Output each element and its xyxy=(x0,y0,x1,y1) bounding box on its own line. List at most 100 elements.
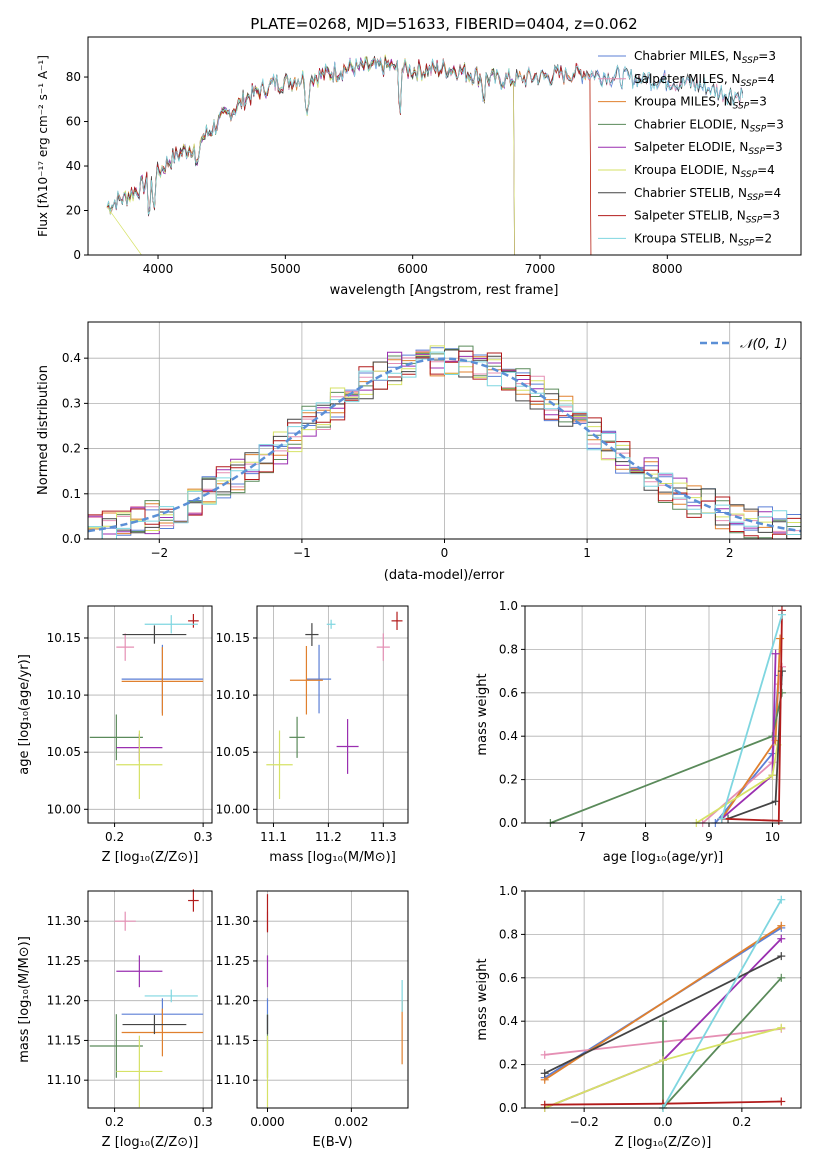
age_vs_mass-tick-label-x: 11.2 xyxy=(315,830,342,844)
mass_vs_Z-tick-label-x: 0.2 xyxy=(105,1115,124,1129)
weight_vs_age-tick-label-y: 0.2 xyxy=(499,773,518,787)
legend-label-chabrier_stelib: Chabrier STELIB, NSSP=4 xyxy=(634,186,781,203)
hist-tick-label-x: 2 xyxy=(726,546,734,560)
weight_vs_Z-xlabel: Z [log₁₀(Z/Z⊙)] xyxy=(615,1135,712,1150)
legend-label-chabrier_miles: Chabrier MILES, NSSP=3 xyxy=(634,49,776,66)
legend-label-chabrier_elodie: Chabrier ELODIE, NSSP=3 xyxy=(634,117,784,134)
weight_vs_age-tick-label-y: 0.4 xyxy=(499,729,518,743)
spectrum-tick-label-x: 6000 xyxy=(397,262,428,276)
weight_vs_Z-tick-label-x: 0.0 xyxy=(653,1115,672,1129)
weight_vs_age-tick-label-y: 1.0 xyxy=(499,599,518,613)
weight_vs_Z-tick-label-y: 1.0 xyxy=(499,884,518,898)
mass_vs_Z-tick-label-y: 11.20 xyxy=(47,994,81,1008)
mass_vs_ebv-tick-label-y: 11.20 xyxy=(216,994,250,1008)
spectrum-tick-label-x: 5000 xyxy=(270,262,301,276)
hist-tick-label-x: −2 xyxy=(150,546,168,560)
hist-tick-label-y: 0.3 xyxy=(62,396,81,410)
legend-label-salpeter_stelib: Salpeter STELIB, NSSP=3 xyxy=(634,209,780,226)
spectrum-title: PLATE=0268, MJD=51633, FIBERID=0404, z=0… xyxy=(250,15,637,33)
weight_vs_age-tick-label-x: 9 xyxy=(705,830,713,844)
weight_vs_Z-tick-label-y: 0.0 xyxy=(499,1101,518,1115)
age_vs_Z-tick-label-x: 0.3 xyxy=(194,830,213,844)
mass_vs_ebv-xlabel: E(B-V) xyxy=(312,1135,352,1150)
spectrum-tick-label-y: 60 xyxy=(66,115,81,129)
panel-weight_vs_age: 7 8 9 10 0.0 0.2 0.4 0.6 0.8 1.0 age [log₁₀(age/yr… xyxy=(475,599,802,865)
mass_vs_Z-ylabel: mass [log₁₀(M/M⊙)] xyxy=(17,936,32,1063)
age_vs_Z-tick-label-y: 10.10 xyxy=(47,688,81,702)
age_vs_Z-ylabel: age [log₁₀(age/yr)] xyxy=(17,654,32,775)
spectrum-tick-label-y: 80 xyxy=(66,70,81,84)
weight-line-kroupa_stelib xyxy=(662,899,783,1109)
weight_vs_age-ylabel: mass weight xyxy=(475,673,490,755)
weight-line-chabrier_stelib xyxy=(544,955,782,1075)
hist-tick-label-x: 1 xyxy=(583,546,591,560)
legend-label-salpeter_elodie: Salpeter ELODIE, NSSP=3 xyxy=(634,140,783,157)
age_vs_Z-tick-label-x: 0.2 xyxy=(105,830,124,844)
weight_vs_age-tick-label-y: 0.6 xyxy=(499,686,518,700)
hist-tick-label-y: 0.1 xyxy=(62,487,81,501)
spectrum-tick-label-x: 4000 xyxy=(143,262,174,276)
age_vs_Z-tick-label-y: 10.05 xyxy=(47,745,81,759)
hist-tick-label-y: 0.0 xyxy=(62,532,81,546)
spectrum-frame xyxy=(87,36,802,256)
hist-step-chabrier_stelib xyxy=(88,349,801,540)
age_vs_Z-tick-label-y: 10.00 xyxy=(47,802,81,816)
weight_vs_age-frame xyxy=(524,605,802,824)
weight_vs_Z-tick-label-y: 0.4 xyxy=(499,1014,518,1028)
residual-xlabel: (data-model)/error xyxy=(384,568,505,583)
mass_vs_Z-tick-label-y: 11.10 xyxy=(47,1073,81,1087)
spectrum-tick-label-x: 7000 xyxy=(525,262,556,276)
residual-ylabel: Normed distribution xyxy=(36,365,51,495)
mass_vs_ebv-tick-label-y: 11.10 xyxy=(216,1073,250,1087)
hist-tick-label-y: 0.2 xyxy=(62,442,81,456)
age_vs_mass-tick-label-y: 10.10 xyxy=(216,688,250,702)
mass_vs_ebv-tick-label-y: 11.30 xyxy=(216,914,250,928)
hist-tick-label-y: 0.4 xyxy=(62,351,81,365)
age_vs_mass-tick-label-y: 10.05 xyxy=(216,745,250,759)
weight_vs_age-tick-label-x: 7 xyxy=(578,830,586,844)
weight_vs_Z-frame xyxy=(524,890,802,1109)
weight_vs_age-xlabel: age [log₁₀(age/yr)] xyxy=(603,850,724,865)
weight_vs_Z-tick-label-y: 0.8 xyxy=(499,927,518,941)
weight-line-chabrier_elodie xyxy=(550,692,783,824)
panel-age_vs_Z: 0.2 0.3 10.00 10.05 10.10 10.15 Z [log₁₀(Z/Z⊙)… xyxy=(17,605,213,865)
legend-label-salpeter_miles: Salpeter MILES, NSSP=4 xyxy=(634,72,775,89)
spectrum-line-kroupa_elodie xyxy=(106,54,515,255)
spectrum-line-kroupa_stelib xyxy=(106,56,744,215)
hist-step-kroupa_stelib xyxy=(88,351,801,540)
spectrum-tick-label-x: 8000 xyxy=(652,262,683,276)
age_vs_Z-frame xyxy=(87,605,213,824)
age_vs_Z-tick-label-y: 10.15 xyxy=(47,631,81,645)
weight_vs_age-tick-label-y: 0.8 xyxy=(499,642,518,656)
weight_vs_Z-tick-label-x: −0.2 xyxy=(570,1115,599,1129)
mass_vs_ebv-tick-label-y: 11.15 xyxy=(216,1033,250,1047)
mass_vs_Z-frame xyxy=(87,890,213,1109)
legend-label-kroupa_elodie: Kroupa ELODIE, NSSP=4 xyxy=(634,163,775,180)
weight-line-salpeter_miles xyxy=(702,666,783,824)
weight_vs_Z-ylabel: mass weight xyxy=(475,958,490,1040)
panel-age_vs_mass: 11.1 11.2 11.3 10.00 10.05 10.10 10.15 mass [lo… xyxy=(216,605,409,865)
panel-mass_vs_Z: 0.2 0.3 11.10 11.15 11.20 11.25 11.30 Z [log₁₀(… xyxy=(17,889,213,1150)
hist-tick-label-x: −1 xyxy=(293,546,311,560)
age_vs_mass-tick-label-y: 10.00 xyxy=(216,802,250,816)
age_vs_mass-xlabel: mass [log₁₀(M/M⊙)] xyxy=(269,850,396,865)
spectrum-xlabel: wavelength [Angstrom, rest frame] xyxy=(330,283,559,298)
spectrum-line-chabrier_elodie xyxy=(106,56,515,255)
normal-curve xyxy=(87,357,802,533)
mass_vs_Z-xlabel: Z [log₁₀(Z/Z⊙)] xyxy=(102,1135,199,1150)
mass_vs_ebv-frame xyxy=(256,890,409,1109)
age_vs_mass-tick-label-y: 10.15 xyxy=(216,631,250,645)
residual-histogram-panel: (data-model)/error Normed distribution −… xyxy=(36,321,802,583)
age_vs_mass-tick-label-x: 11.3 xyxy=(370,830,397,844)
age_vs_mass-frame xyxy=(256,605,409,824)
weight_vs_Z-tick-label-y: 0.2 xyxy=(499,1058,518,1072)
weight_vs_Z-tick-label-y: 0.6 xyxy=(499,971,518,985)
hist-frame xyxy=(87,321,802,540)
spectrum-ylabel: Flux [fλ10⁻¹⁷ erg cm⁻² s⁻¹ A⁻¹] xyxy=(36,55,50,237)
spectrum-tick-label-y: 40 xyxy=(66,159,81,173)
panel-mass_vs_ebv: 0.000 0.002 11.10 11.15 11.20 11.25 11.30 E(B-V… xyxy=(216,890,409,1150)
mass_vs_Z-tick-label-y: 11.30 xyxy=(47,914,81,928)
age_vs_Z-xlabel: Z [log₁₀(Z/Z⊙)] xyxy=(102,850,199,865)
